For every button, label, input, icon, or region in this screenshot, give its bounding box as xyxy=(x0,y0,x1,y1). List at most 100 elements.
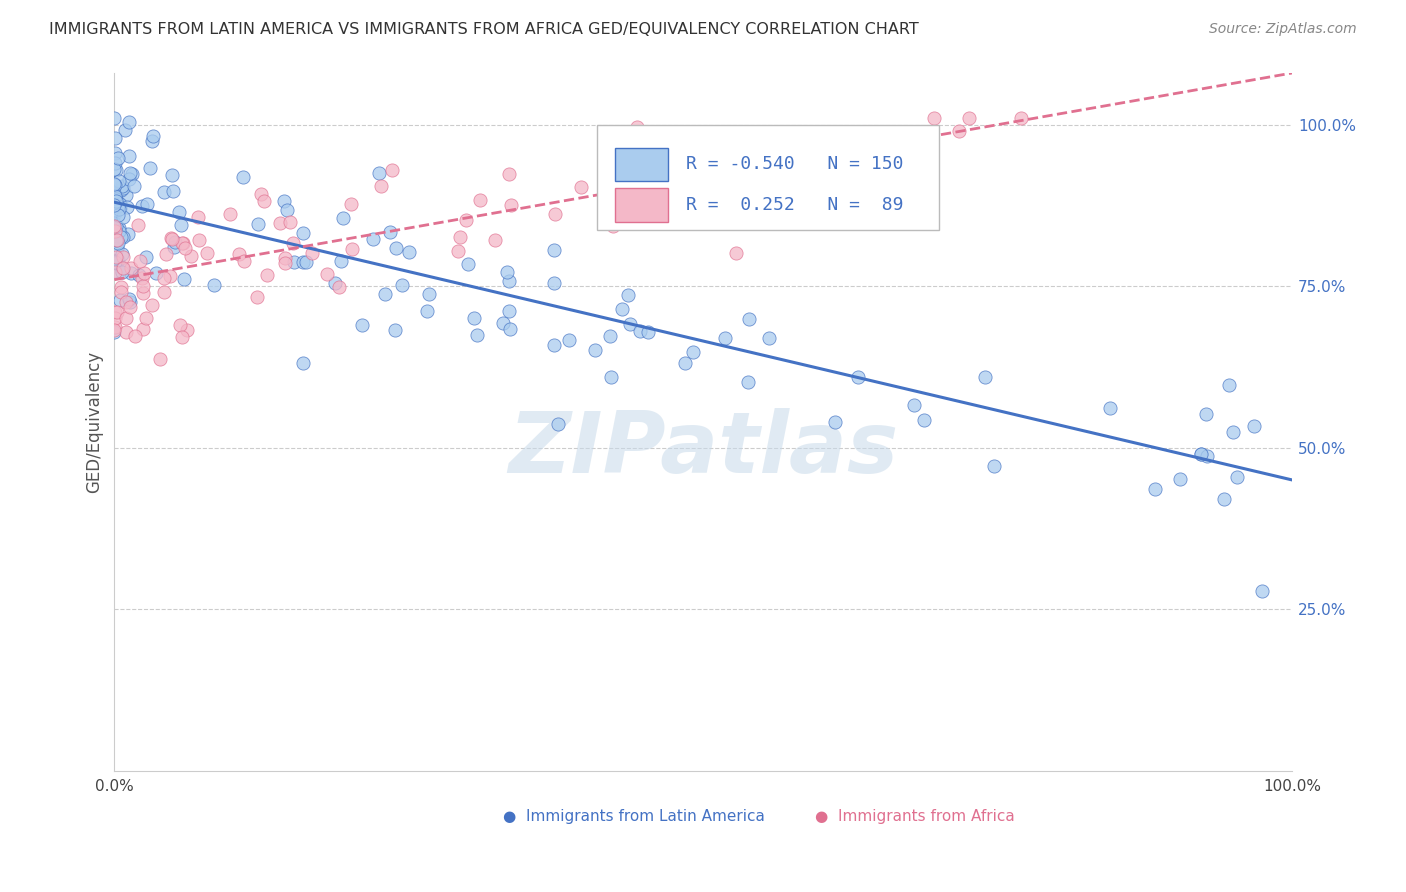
Point xyxy=(108,201,131,215)
Point xyxy=(583,343,606,358)
Point xyxy=(315,267,337,281)
Point xyxy=(569,180,592,194)
Point xyxy=(105,192,128,206)
Point xyxy=(449,230,471,244)
Point xyxy=(118,292,141,306)
Point xyxy=(187,233,209,247)
Point xyxy=(468,194,491,208)
Point xyxy=(104,219,127,234)
Point xyxy=(103,219,125,233)
Point xyxy=(339,197,361,211)
Point xyxy=(103,177,125,191)
Point xyxy=(107,202,129,216)
Point xyxy=(162,184,184,198)
Point xyxy=(735,170,758,185)
Point xyxy=(107,208,129,222)
Point xyxy=(547,417,569,431)
Point xyxy=(276,202,298,217)
Point xyxy=(104,255,127,269)
Point xyxy=(104,163,127,178)
Point xyxy=(159,268,181,283)
Point xyxy=(108,197,131,211)
Point xyxy=(107,224,129,238)
Point xyxy=(103,216,125,230)
Point xyxy=(323,276,346,290)
Point xyxy=(110,230,132,244)
Point xyxy=(602,219,624,233)
Point xyxy=(111,247,134,261)
Point xyxy=(974,370,997,384)
Point xyxy=(848,370,870,384)
Point xyxy=(454,213,477,227)
Point xyxy=(108,173,131,187)
Point xyxy=(187,210,209,224)
Point xyxy=(131,198,153,212)
Point xyxy=(104,130,127,145)
Point xyxy=(758,331,780,345)
Point xyxy=(457,257,479,271)
Point xyxy=(105,233,128,247)
Point xyxy=(129,253,152,268)
FancyBboxPatch shape xyxy=(598,125,939,230)
Point xyxy=(1168,472,1191,486)
Point xyxy=(249,187,271,202)
Point xyxy=(104,305,127,319)
Point xyxy=(292,356,315,370)
Point xyxy=(447,244,470,258)
Point xyxy=(1010,112,1032,126)
Point xyxy=(120,300,142,314)
Point xyxy=(104,320,127,334)
Point xyxy=(893,143,915,157)
Point xyxy=(856,161,879,175)
Point xyxy=(384,323,406,337)
Point xyxy=(131,285,153,300)
Point xyxy=(104,222,127,236)
Point xyxy=(682,344,704,359)
Point xyxy=(108,293,131,307)
Point xyxy=(228,246,250,260)
Point xyxy=(104,206,127,220)
Point xyxy=(295,255,318,269)
Point xyxy=(738,312,761,326)
Point xyxy=(724,246,747,260)
Point xyxy=(111,210,134,224)
Point xyxy=(495,265,517,279)
Point xyxy=(626,120,648,135)
Point xyxy=(110,265,132,279)
Point xyxy=(103,323,125,337)
Point xyxy=(160,230,183,244)
Text: IMMIGRANTS FROM LATIN AMERICA VS IMMIGRANTS FROM AFRICA GED/EQUIVALENCY CORRELAT: IMMIGRANTS FROM LATIN AMERICA VS IMMIGRA… xyxy=(49,22,920,37)
Point xyxy=(619,318,641,332)
Point xyxy=(104,178,127,193)
Point xyxy=(142,129,165,144)
Point xyxy=(246,290,269,304)
Point xyxy=(301,246,323,260)
Point xyxy=(141,298,163,312)
Point xyxy=(141,135,163,149)
Point xyxy=(361,232,384,246)
Point xyxy=(1195,449,1218,463)
Point xyxy=(115,311,138,326)
Point xyxy=(253,194,276,208)
Point xyxy=(398,244,420,259)
Point xyxy=(617,287,640,301)
Point xyxy=(202,278,225,293)
Point xyxy=(498,304,520,318)
Point xyxy=(332,211,354,225)
Point xyxy=(103,205,125,219)
FancyBboxPatch shape xyxy=(614,188,668,221)
Point xyxy=(120,295,142,310)
Point xyxy=(195,246,218,260)
Point xyxy=(160,232,183,246)
Point xyxy=(107,235,129,250)
Point xyxy=(273,194,295,208)
Point xyxy=(173,272,195,286)
Point xyxy=(120,266,142,280)
Point xyxy=(628,209,651,223)
Point xyxy=(103,264,125,278)
Point xyxy=(132,278,155,293)
Point xyxy=(115,295,138,310)
Point xyxy=(957,112,980,126)
Point xyxy=(176,323,198,337)
Point xyxy=(127,218,149,232)
